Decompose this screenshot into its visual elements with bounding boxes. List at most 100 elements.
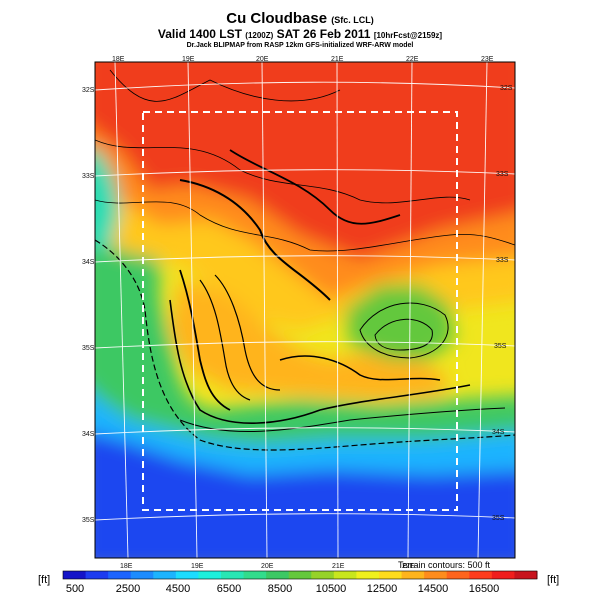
contour-line bbox=[199, 279, 251, 401]
colorbar-swatch bbox=[198, 571, 222, 579]
title-suffix: (Sfc. LCL) bbox=[331, 15, 374, 25]
contour-line bbox=[109, 69, 341, 102]
colorbar-tick-label: 16500 bbox=[468, 583, 500, 595]
terrain-contours bbox=[95, 69, 515, 451]
colorbar-tick-label: 8500 bbox=[267, 583, 293, 595]
colorbar-swatch bbox=[85, 571, 109, 579]
lat-label: 34S bbox=[492, 429, 505, 436]
map-field bbox=[95, 62, 515, 558]
colorbar-swatch bbox=[333, 571, 357, 579]
colorbar-swatch bbox=[130, 571, 154, 579]
contour-line-thick bbox=[169, 299, 471, 424]
colorbar-swatch bbox=[288, 571, 312, 579]
inner-domain-box bbox=[142, 111, 458, 511]
colorbar bbox=[62, 570, 538, 580]
lat-labels-right: 32S 33S 33S 35S 34S 35S bbox=[492, 85, 513, 522]
page-title: Cu Cloudbase (Sfc. LCL) bbox=[0, 10, 600, 27]
field-green-patch bbox=[345, 285, 455, 360]
colorbar-swatch bbox=[424, 571, 448, 579]
lon-label: 19E bbox=[191, 563, 204, 570]
contour-line-thick bbox=[279, 355, 441, 381]
colorbar-swatch bbox=[243, 571, 267, 579]
field-green bbox=[95, 243, 515, 445]
lat-label: 33S bbox=[496, 257, 509, 264]
colorbar-swatch bbox=[379, 571, 403, 579]
parallel-line bbox=[95, 427, 515, 435]
credit-line: Dr.Jack BLIPMAP from RASP 12km GFS-initi… bbox=[186, 42, 414, 49]
colorbar-swatch bbox=[446, 571, 470, 579]
colorbar-swatch bbox=[221, 571, 245, 579]
contour-line bbox=[95, 139, 471, 204]
parallel-line bbox=[95, 255, 515, 263]
lon-label: 18E bbox=[120, 563, 133, 570]
colorbar-swatch bbox=[311, 571, 335, 579]
meridian-line bbox=[114, 62, 129, 558]
graticule bbox=[95, 62, 515, 558]
valid-line: Valid 1400 LST (1200Z) SAT 26 Feb 2011 [… bbox=[0, 27, 600, 41]
contour-line-thick bbox=[179, 179, 331, 301]
lat-label: 33S bbox=[82, 173, 95, 180]
colorbar-tick-label: 500 bbox=[65, 583, 85, 595]
contour-line-thick bbox=[229, 149, 401, 225]
lon-label: 20E bbox=[261, 563, 274, 570]
map-frame bbox=[94, 61, 516, 559]
colorbar-swatch bbox=[63, 571, 87, 579]
colorbar-tick-label: 12500 bbox=[366, 583, 398, 595]
parallel-line bbox=[95, 169, 515, 177]
lat-label: 32S bbox=[82, 87, 95, 94]
colorbar-frame bbox=[62, 570, 538, 580]
lat-label: 32S bbox=[500, 85, 513, 92]
field-ocean bbox=[95, 433, 515, 558]
lat-label: 34S bbox=[82, 431, 95, 438]
terrain-note: Terrain contours: 500 ft bbox=[398, 560, 491, 570]
colorbar-tick-label: 2500 bbox=[115, 583, 141, 595]
meridian-line bbox=[336, 62, 339, 558]
colorbar-swatch bbox=[108, 571, 132, 579]
lat-label: 35S bbox=[82, 345, 95, 352]
lon-label: 23E bbox=[481, 56, 494, 63]
field-amber-patch bbox=[170, 280, 450, 400]
valid-code: (1200Z) bbox=[245, 31, 274, 40]
meridian-line bbox=[261, 62, 268, 558]
colorbar-tick-label: 10500 bbox=[315, 583, 347, 595]
lat-labels-left: 32S 33S 34S 35S 34S 35S bbox=[82, 87, 95, 524]
lon-label: 18E bbox=[112, 56, 125, 63]
lat-label: 35S bbox=[492, 515, 505, 522]
lat-label: 35S bbox=[494, 343, 507, 350]
contour-line bbox=[95, 199, 515, 252]
lon-labels-bottom: 18E 19E 20E 21E 22E bbox=[120, 563, 415, 570]
contour-line bbox=[214, 274, 281, 391]
lat-label: 35S bbox=[82, 517, 95, 524]
lon-label: 21E bbox=[332, 563, 345, 570]
colorbar-tick-label: 6500 bbox=[216, 583, 242, 595]
meridian-line bbox=[187, 62, 198, 558]
contour-ring bbox=[359, 302, 449, 359]
contour-ring bbox=[374, 318, 433, 351]
colorbar-swatch bbox=[175, 571, 199, 579]
lon-label: 21E bbox=[331, 56, 344, 63]
lon-label: 22E bbox=[402, 563, 415, 570]
lon-labels-top: 18E 19E 20E 21E 22E 23E bbox=[112, 56, 494, 63]
lon-label: 19E bbox=[182, 56, 195, 63]
colorbar-swatch bbox=[356, 571, 380, 579]
colorbar-tick-label: 4500 bbox=[165, 583, 191, 595]
parallel-line bbox=[95, 81, 515, 91]
colorbar-swatch bbox=[514, 571, 538, 579]
lon-label: 20E bbox=[256, 56, 269, 63]
colorbar-swatch bbox=[491, 571, 515, 579]
colorbar-swatch bbox=[401, 571, 425, 579]
colorbar-unit-right: [ft] bbox=[547, 574, 560, 586]
colorbar-tick-label: 14500 bbox=[417, 583, 449, 595]
colorbar-unit-left: [ft] bbox=[38, 574, 51, 586]
valid-time: Valid 1400 LST bbox=[157, 27, 242, 41]
parallel-line bbox=[95, 341, 515, 349]
meridian-line bbox=[407, 62, 413, 558]
valid-date: SAT 26 Feb 2011 bbox=[276, 27, 371, 41]
parallel-line bbox=[95, 513, 515, 521]
colorbar-swatch bbox=[153, 571, 177, 579]
colorbar-swatch bbox=[266, 571, 290, 579]
lon-label: 22E bbox=[406, 56, 419, 63]
colorbar-swatch bbox=[469, 571, 493, 579]
contour-line-thick bbox=[179, 269, 231, 411]
